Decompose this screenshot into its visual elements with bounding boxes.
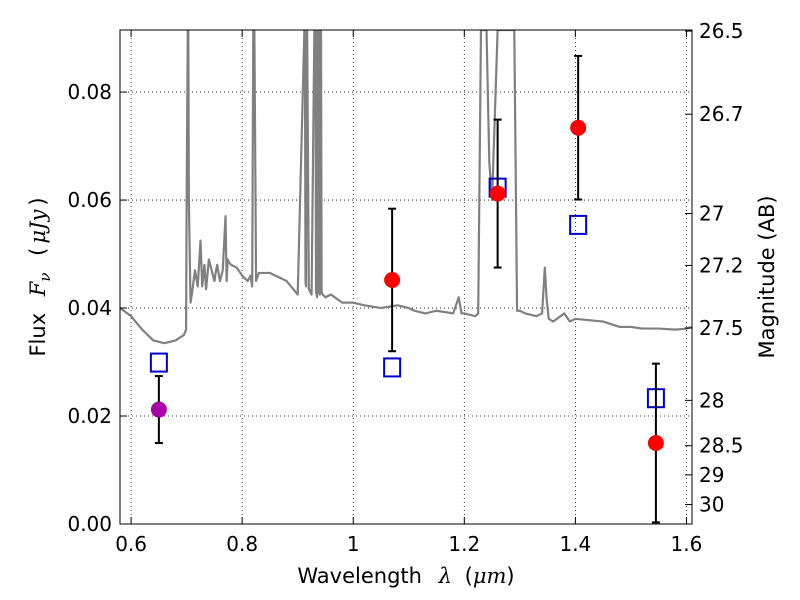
x-tick-label: 1.2 (448, 532, 480, 556)
model-spectrum-line (120, 30, 692, 345)
x-tick-label: 0.8 (226, 532, 258, 556)
y-axis-symbol: F (26, 280, 50, 297)
y2-tick-label: 28.5 (699, 434, 744, 458)
y-axis-subscript: ν (36, 272, 54, 281)
y-tick-label: 0.00 (67, 512, 112, 536)
x-axis-symbol: λ (438, 564, 452, 588)
model-photometry-square (569, 214, 588, 235)
y-axis-label-text: Flux (26, 313, 50, 357)
observed-flux-point (150, 401, 167, 418)
y2-tick-label: 27 (699, 202, 724, 226)
y-axis-label: Flux Fν (μJy) (26, 197, 55, 356)
y2-tick-label: 28 (699, 388, 724, 412)
y-tick-label: 0.02 (67, 404, 112, 428)
x-axis-unit: μm (473, 564, 507, 588)
x-tick-label: 1.6 (671, 532, 703, 556)
y-tick-label: 0.06 (67, 188, 112, 212)
y2-tick-label: 30 (699, 493, 724, 517)
spectrum-layer (120, 30, 692, 345)
y-tick-label: 0.08 (67, 80, 112, 104)
axis-ticks: 0.6 0.8 1 1.2 1.4 1.6 0.00 0.02 0.04 0.06 0.08 26.5… (67, 19, 743, 556)
model-photometry-square (149, 352, 168, 373)
plot-frame (119, 29, 693, 525)
observed-flux-point (647, 435, 664, 452)
x-tick-label: 1 (347, 532, 360, 556)
y2-tick-label: 29 (699, 463, 724, 487)
x-axis-label-text: Wavelength (297, 564, 422, 588)
y2-tick-label: 27.2 (699, 253, 744, 277)
marker-layer (149, 54, 665, 524)
x-tick-label: 1.4 (559, 532, 591, 556)
y2-axis-label: Magnitude (AB) (755, 195, 779, 358)
y2-tick-label: 26.7 (699, 102, 744, 126)
observed-flux-point (384, 271, 401, 288)
y2-tick-label: 27.5 (699, 316, 744, 340)
x-axis-label: Wavelength λ (μm) (297, 564, 514, 588)
y-axis-unit: μJy (26, 209, 50, 244)
x-tick-label: 0.6 (115, 532, 147, 556)
observed-flux-point (489, 185, 506, 202)
observed-flux-point (570, 119, 587, 136)
y-tick-label: 0.04 (67, 296, 112, 320)
model-photometry-square (383, 357, 402, 378)
y2-tick-label: 26.5 (699, 19, 744, 43)
